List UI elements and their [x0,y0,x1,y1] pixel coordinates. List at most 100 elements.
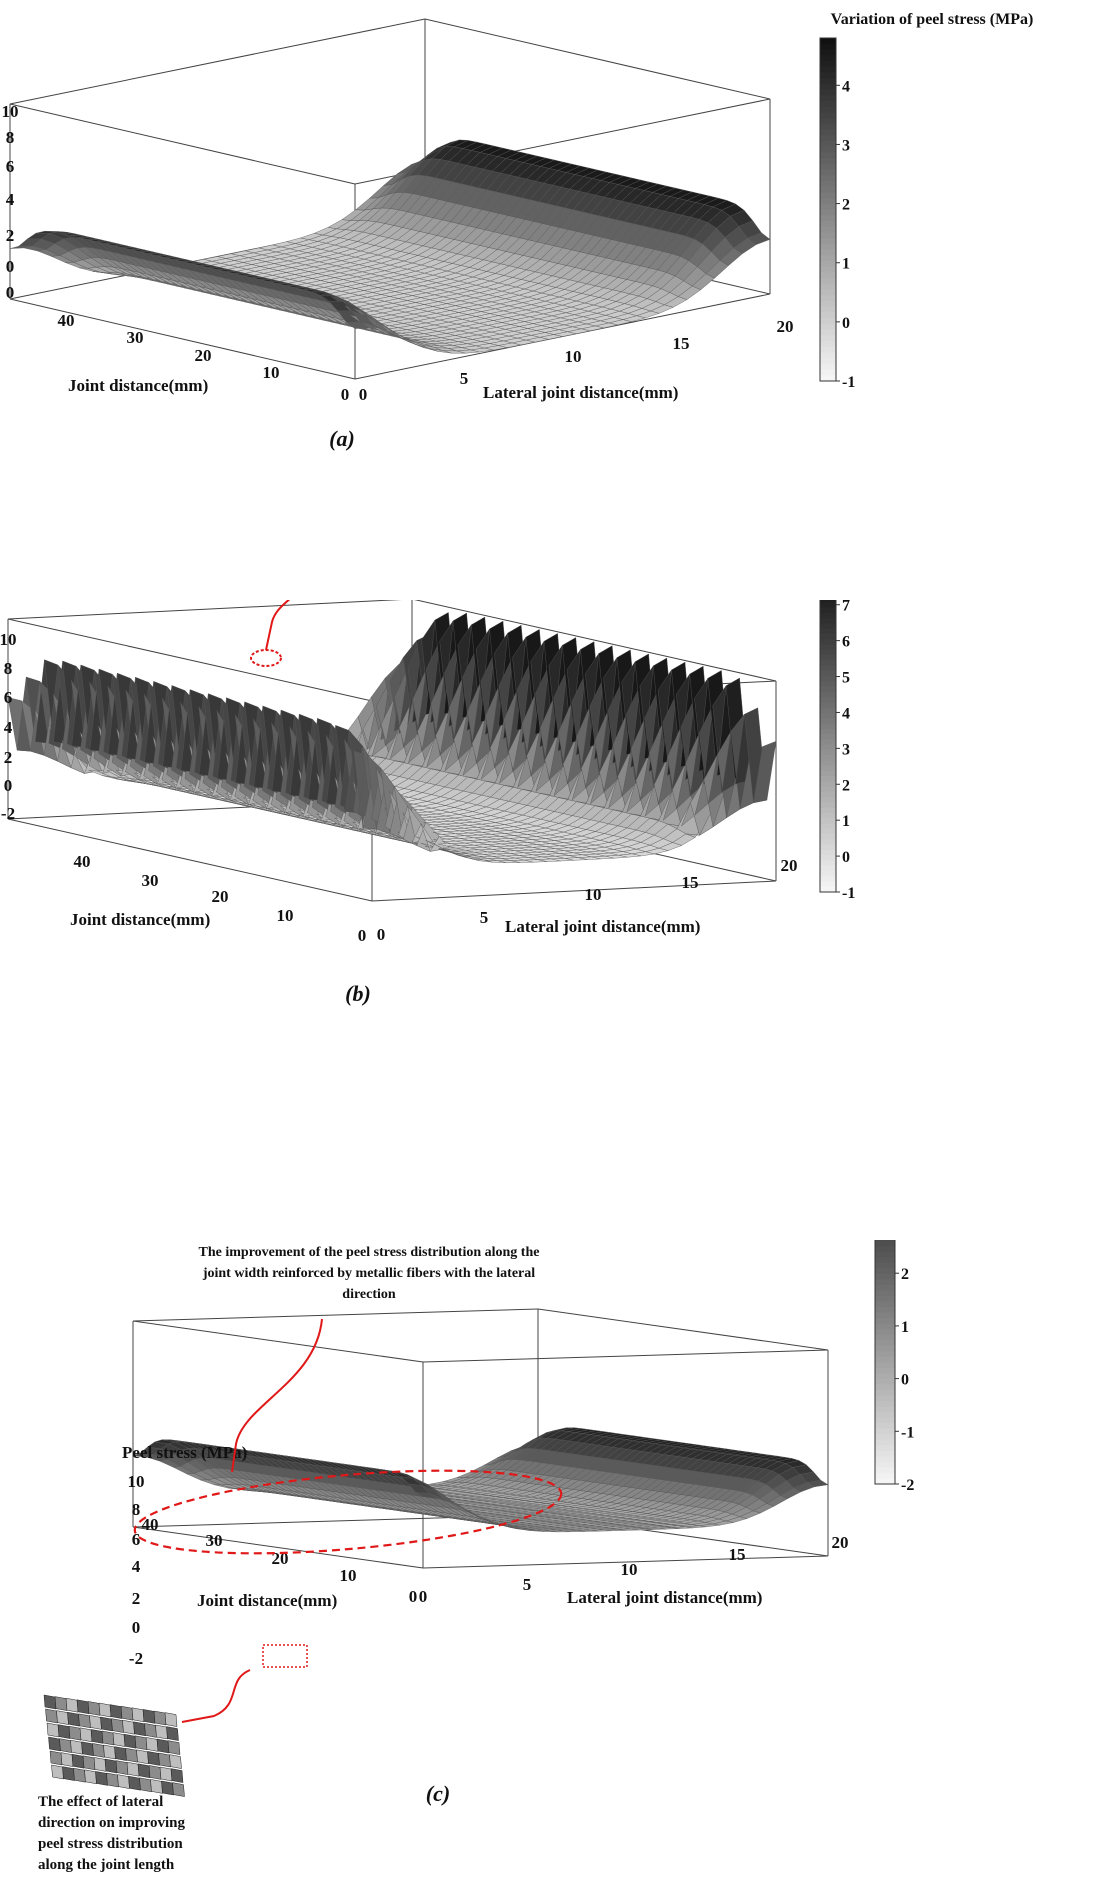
colorbar-segment [875,1345,895,1352]
colorbar: 7 6 5 4 3 2 1 0 -1 [819,600,855,902]
inset-facet [73,1767,86,1783]
inset-leader [181,1669,251,1723]
colorbar-segment [875,1367,895,1374]
colorbar-segment [820,152,836,159]
inset-note-text: direction on improving [38,1815,185,1831]
colorbar-segment [875,1246,895,1253]
chart-panel-c: 0 10 20 30 40 0 5 10 15 20 -2 0 2 4 6 8 10 Joint distance… [0,1240,1099,1881]
colorbar-segment [820,655,836,661]
colorbar-segment [875,1417,895,1424]
colorbar-segment [820,770,836,777]
z-tick-label: 10 [0,630,17,649]
annotation-leader [265,600,291,651]
inset-facet [60,1752,74,1767]
chart-panel-a: 0 10 20 30 40 0 5 10 15 20 0 0 2 4 6 8 10 Joint distance(… [0,0,1099,470]
z-tick-label: 4 [6,190,15,209]
colorbar-segment [820,760,836,767]
colorbar-tick-label: 1 [842,256,850,273]
inset-facet [79,1727,93,1743]
z-axis-label: Peel stress (MPa) [122,1443,247,1462]
colorbar-segment [820,140,836,148]
colorbar-segment [875,1428,895,1435]
colorbar-segment [875,1251,895,1258]
colorbar-segment [820,358,836,365]
colorbar-segment [875,1472,895,1480]
colorbar-tick-label: -1 [842,885,855,902]
colorbar-segment [820,192,836,199]
colorbar-segment [820,839,836,846]
colorbar-segment [875,1240,895,1247]
colorbar-segment [820,215,836,222]
colorbar-segment [820,623,836,630]
box-edge [9,298,356,380]
inset-facet [103,1744,116,1760]
inset-facet [120,1705,134,1721]
colorbar-segment [820,755,836,761]
colorbar-segment [820,791,836,798]
colorbar-tick-label: 4 [842,78,850,95]
inset-facet [100,1716,113,1732]
z-tick-label: 4 [132,1557,141,1576]
inset-facet [111,1718,124,1733]
box-edge [7,600,402,620]
colorbar-segment [820,660,836,667]
colorbar-segment [820,163,836,171]
inset-facet [51,1764,64,1780]
x-tick-label: 0 [341,385,350,404]
inset-facet [59,1738,72,1753]
colorbar-segment [875,1306,895,1314]
colorbar-segment [820,129,836,136]
colorbar-segment [820,255,836,262]
surface [7,612,777,864]
colorbar-segment [820,665,836,672]
z-tick-label: 2 [6,226,15,245]
colorbar-segment [820,283,836,291]
colorbar-segment [820,83,836,91]
inset-facet [136,1749,149,1765]
y-tick-label: 5 [480,908,489,927]
y-tick-label: 10 [621,1560,638,1579]
inset-note-text: peel stress distribution [38,1836,183,1852]
z-tick-label: 0 [132,1618,141,1637]
colorbar-segment [820,272,836,279]
inset-facet [98,1702,112,1718]
colorbar-segment [820,765,836,772]
colorbar-segment [820,607,836,614]
inset-facet [125,1747,138,1763]
colorbar-tick-label: 1 [842,813,850,830]
z-tick-label: -2 [129,1649,143,1668]
z-axis: 0 0 2 4 6 8 10 [2,102,19,302]
colorbar-segment [820,232,836,239]
z-tick-label: 2 [4,748,13,767]
colorbar-segment [875,1318,895,1325]
box-edge [424,18,771,100]
z-tick-label: 0 [4,776,13,795]
inset-facet [164,1712,178,1727]
colorbar-segment [820,786,836,793]
colorbar-segment [820,203,836,211]
colorbar-segment [820,628,836,635]
colorbar-segment [820,855,836,861]
x-axis-label: Joint distance(mm) [197,1591,337,1610]
inset-facet [45,1708,58,1724]
colorbar-segment [875,1340,895,1347]
inset-facet [89,1715,102,1730]
box-edge [422,1555,829,1569]
colorbar-segment [820,781,836,788]
colorbar-segment [820,198,836,205]
x-axis-label: Joint distance(mm) [68,376,208,395]
colorbar-segment [820,323,836,331]
colorbar-segment [875,1301,895,1308]
colorbar-segment [820,813,836,819]
z-tick-label: 4 [4,718,13,737]
inset-facet [123,1733,137,1749]
colorbar-segment [820,100,836,108]
colorbar-segment [820,95,836,102]
inset-facet [170,1768,184,1783]
inset-facet [161,1780,174,1796]
box-edge [7,618,373,702]
colorbar-frame [819,37,837,382]
z-tick-label: 8 [4,659,13,678]
x-tick-label: 10 [263,363,280,382]
